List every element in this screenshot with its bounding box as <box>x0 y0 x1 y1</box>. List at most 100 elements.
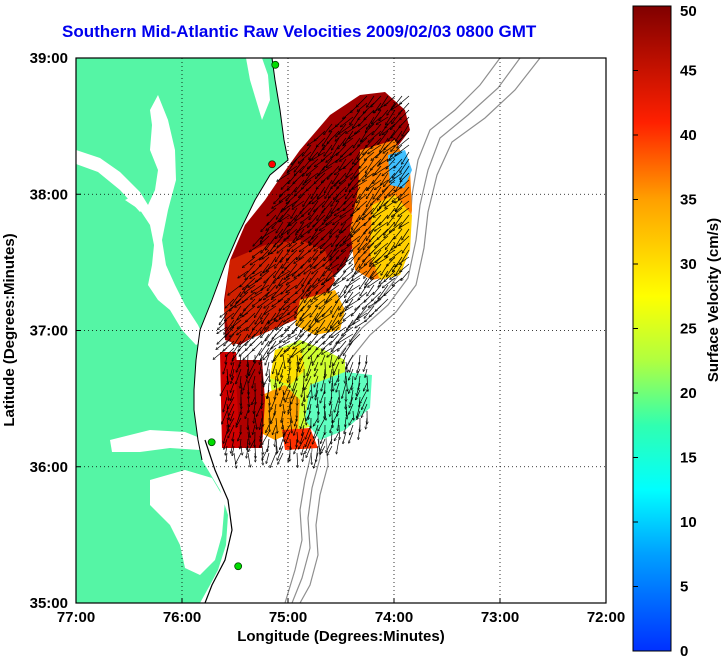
velocity-vector <box>295 207 305 220</box>
velocity-vector <box>384 193 396 206</box>
velocity-vector <box>260 438 263 447</box>
velocity-vector <box>340 235 354 246</box>
velocity-vector <box>321 340 333 350</box>
velocity-vector <box>364 263 375 278</box>
velocity-vector <box>366 417 367 429</box>
velocity-vector <box>332 326 347 338</box>
velocity-vector <box>308 277 319 291</box>
velocity-vector <box>360 389 368 403</box>
velocity-vector <box>277 235 291 247</box>
velocity-vector <box>345 375 347 391</box>
velocity-vector <box>291 347 305 357</box>
velocity-vector <box>292 319 305 333</box>
velocity-vector <box>371 151 382 160</box>
velocity-vector <box>299 347 312 360</box>
velocity-vector <box>290 438 291 450</box>
velocity-vector <box>265 354 270 365</box>
velocity-vector <box>329 123 340 132</box>
velocity-vector <box>366 186 375 199</box>
velocity-vector <box>345 298 354 310</box>
velocity-vector <box>325 186 333 198</box>
velocity-vector <box>254 403 256 413</box>
velocity-vector <box>379 214 389 225</box>
velocity-vector <box>368 277 382 287</box>
velocity-vector <box>381 172 389 185</box>
velocity-vector <box>280 438 284 449</box>
velocity-vector <box>285 389 291 402</box>
velocity-vector <box>333 186 347 199</box>
velocity-vector <box>334 172 347 186</box>
velocity-vector <box>272 424 277 435</box>
velocity-vector <box>375 179 389 190</box>
velocity-vector <box>353 151 361 164</box>
velocity-vector <box>344 263 354 272</box>
velocity-vector <box>400 214 410 227</box>
velocity-vector <box>334 165 347 175</box>
velocity-vector <box>330 221 340 234</box>
velocity-vector <box>392 165 403 178</box>
velocity-vector <box>374 221 389 231</box>
velocity-vector <box>373 207 389 217</box>
velocity-vector <box>277 445 284 460</box>
velocity-vector <box>340 305 347 316</box>
velocity-vector <box>312 263 326 274</box>
velocity-vector <box>236 291 249 303</box>
velocity-vector <box>345 417 346 426</box>
velocity-vector <box>345 361 347 372</box>
velocity-vector <box>248 368 256 383</box>
velocity-vector <box>352 263 361 277</box>
velocity-vector <box>253 235 263 246</box>
velocity-vector <box>216 340 228 349</box>
velocity-vector <box>259 361 263 374</box>
velocity-vectors <box>213 95 410 468</box>
velocity-vector <box>260 431 263 441</box>
velocity-vector <box>315 361 319 371</box>
velocity-vector <box>334 263 347 277</box>
velocity-vector <box>302 207 312 217</box>
velocity-vector <box>333 354 340 366</box>
velocity-vector <box>288 158 298 172</box>
velocity-vector <box>301 214 312 223</box>
velocity-vector <box>385 235 396 249</box>
velocity-vector <box>362 172 375 181</box>
velocity-vector <box>280 214 291 221</box>
velocity-vector <box>217 326 228 334</box>
velocity-vector <box>282 221 291 235</box>
velocity-vector <box>376 144 389 158</box>
velocity-vector <box>358 291 368 300</box>
velocity-vector <box>294 291 305 303</box>
velocity-vector <box>225 298 235 308</box>
velocity-vector <box>252 396 256 405</box>
velocity-vector <box>391 102 403 110</box>
velocity-vector <box>238 270 249 278</box>
velocity-vector <box>267 207 277 216</box>
velocity-vector <box>352 179 368 189</box>
velocity-vector <box>274 347 284 361</box>
velocity-vector <box>241 382 242 394</box>
velocity-vector <box>335 130 347 141</box>
velocity-vector <box>226 452 227 462</box>
velocity-vector <box>357 200 368 210</box>
velocity-vector <box>295 417 298 426</box>
velocity-vector <box>248 438 256 452</box>
velocity-vector <box>331 375 333 391</box>
station-marker-outer-banks-north <box>207 438 216 447</box>
velocity-vector <box>345 368 346 383</box>
velocity-vector <box>305 172 319 183</box>
velocity-vector <box>298 438 305 449</box>
velocity-vector <box>291 151 305 164</box>
velocity-vector <box>358 137 368 146</box>
velocity-vector <box>223 431 228 443</box>
velocity-vector <box>301 298 312 311</box>
velocity-vector <box>323 326 333 338</box>
velocity-vector <box>248 326 256 337</box>
velocity-vector <box>301 382 305 397</box>
velocity-vector <box>236 417 242 427</box>
chart-title: Southern Mid-Atlantic Raw Velocities 200… <box>62 22 537 41</box>
velocity-vector <box>274 263 284 278</box>
velocity-vector <box>282 256 291 268</box>
velocity-vector <box>395 144 410 156</box>
velocity-vector <box>364 151 375 160</box>
velocity-vector <box>251 284 263 292</box>
